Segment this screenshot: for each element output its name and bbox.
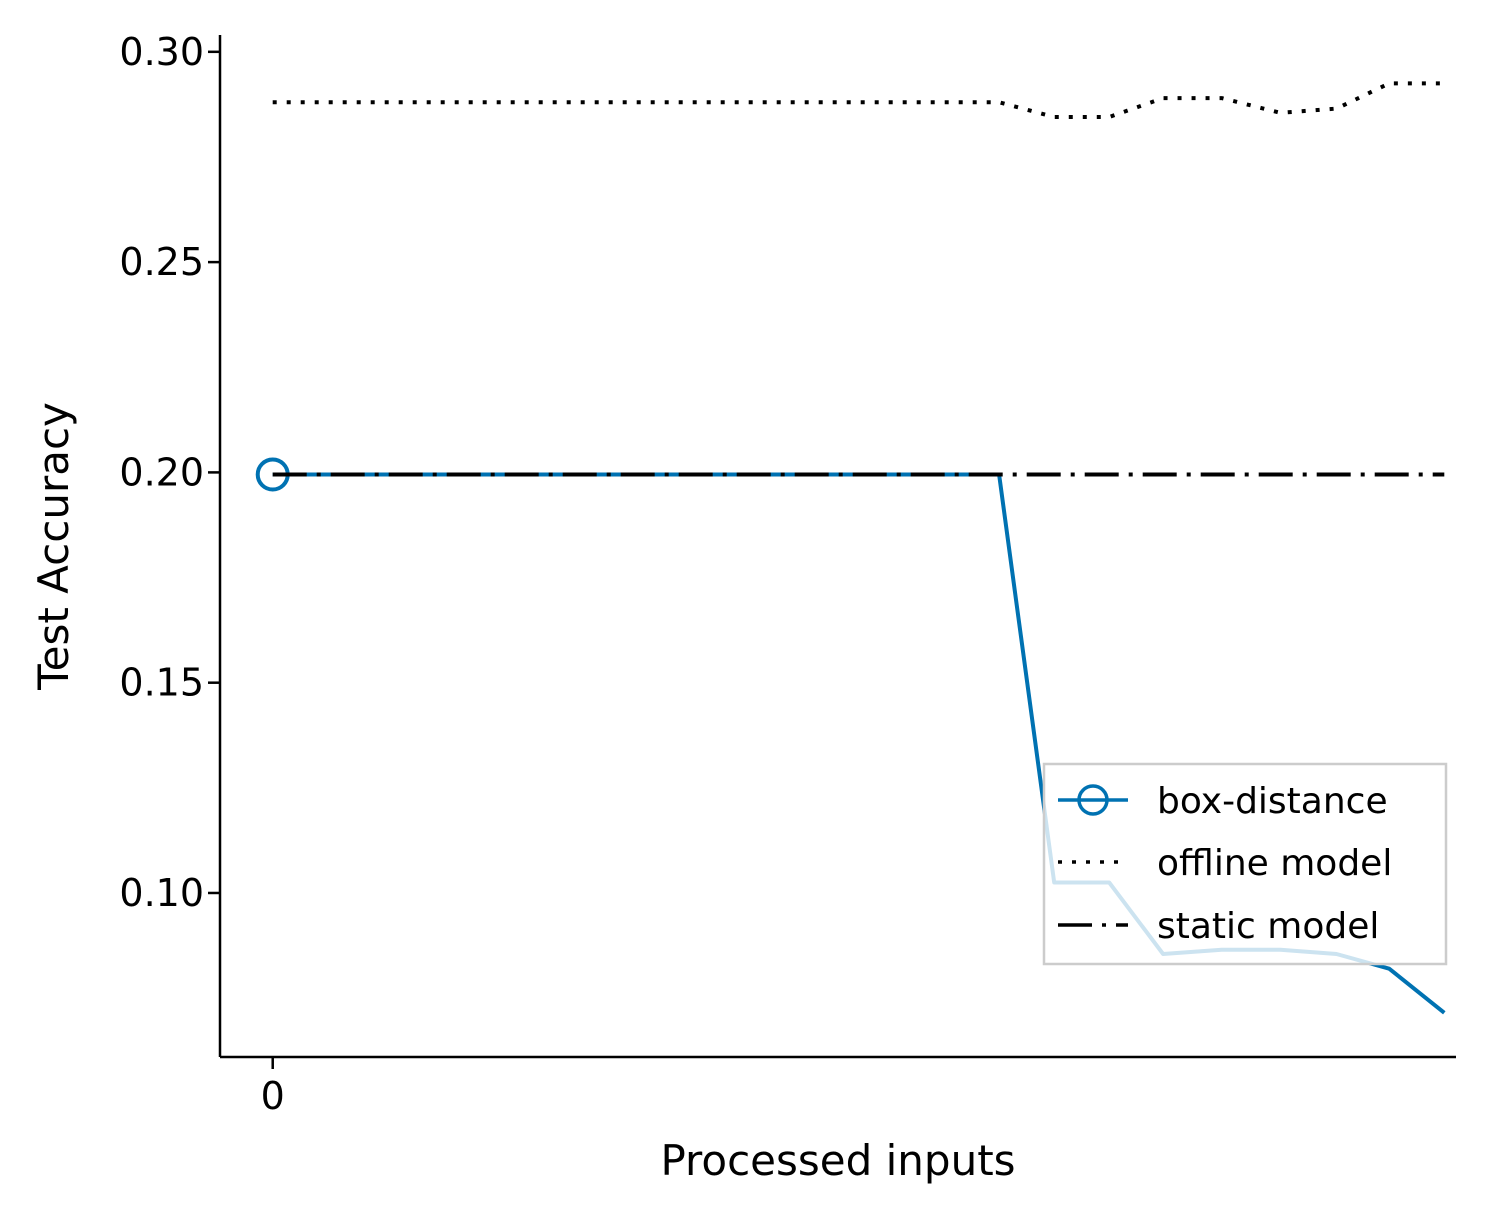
- legend-entry-static-model: static model: [1058, 906, 1379, 947]
- x-tick-label: 0: [261, 1074, 285, 1118]
- legend: box-distance offline model static model: [1042, 762, 1448, 966]
- y-tick-label: 0.25: [119, 240, 204, 284]
- y-tick-label: 0.30: [119, 30, 204, 74]
- legend-marker-box-distance: [1077, 784, 1109, 816]
- y-tick-label: 0.10: [119, 871, 204, 915]
- y-axis-label: Test Accuracy: [29, 402, 78, 691]
- legend-entry-offline-model: offline model: [1058, 843, 1392, 884]
- legend-box: [1042, 762, 1448, 966]
- x-axis-label: Processed inputs: [660, 1136, 1015, 1185]
- legend-label-box-distance: box-distance: [1157, 781, 1388, 822]
- y-tick-label: 0.15: [119, 661, 204, 705]
- y-ticks: 0.10 0.15 0.20 0.25 0.30: [119, 30, 220, 915]
- series-line-offline-model: [272, 81, 1445, 119]
- x-ticks: 0: [261, 1057, 285, 1118]
- legend-entry-box-distance: box-distance: [1058, 781, 1388, 822]
- y-tick-label: 0.20: [119, 450, 204, 494]
- legend-label-offline-model: offline model: [1157, 843, 1392, 884]
- legend-label-static-model: static model: [1157, 906, 1379, 947]
